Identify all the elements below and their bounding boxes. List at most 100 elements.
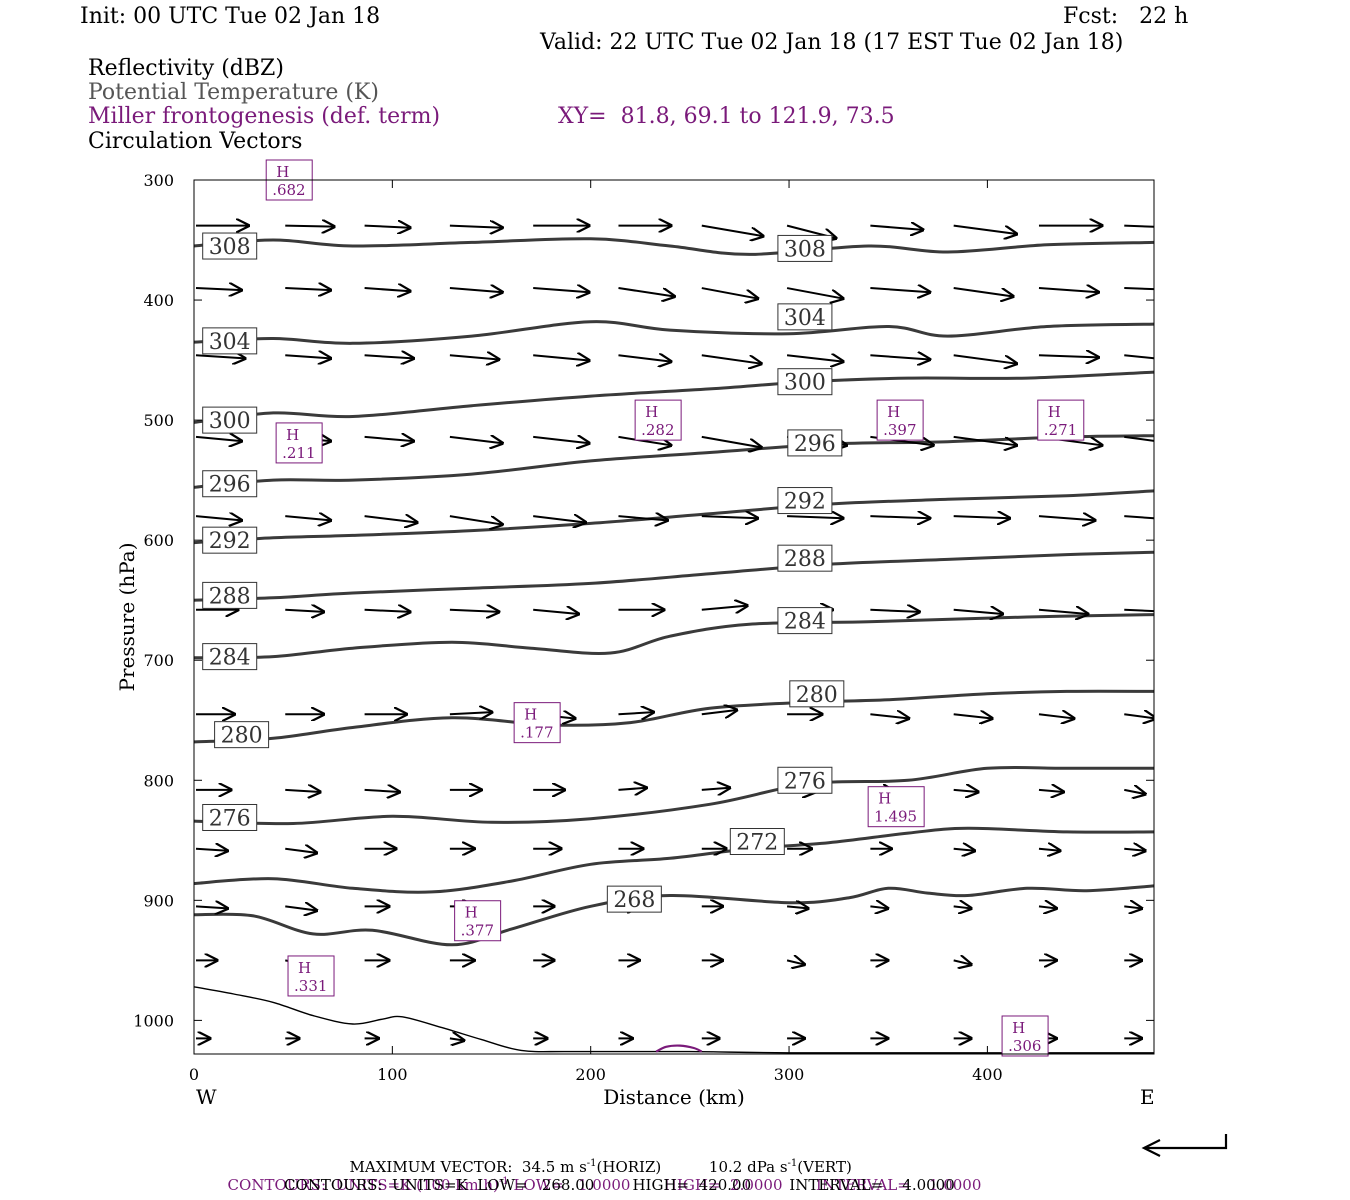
circulation-vector bbox=[618, 287, 674, 296]
circulation-vector bbox=[1038, 849, 1060, 851]
circulation-vector bbox=[1124, 515, 1154, 520]
circulation-vector bbox=[1124, 608, 1154, 613]
circulation-vector bbox=[953, 224, 1017, 234]
fronto-max-label: H bbox=[465, 904, 478, 922]
fronto-max-label: H bbox=[1012, 1019, 1025, 1037]
svg-text:288: 288 bbox=[209, 584, 251, 609]
theta-label-296: 296 bbox=[202, 470, 258, 498]
fronto-max-value: .271 bbox=[1044, 421, 1077, 439]
fronto-max-value: .306 bbox=[1008, 1037, 1041, 1055]
circulation-vector bbox=[870, 288, 930, 292]
valid-time: Valid: 22 UTC Tue 02 Jan 18 (17 EST Tue … bbox=[540, 30, 1124, 55]
svg-text:300: 300 bbox=[784, 371, 826, 396]
svg-text:284: 284 bbox=[209, 646, 251, 671]
max-vector-text-3: (VERT) bbox=[797, 1158, 852, 1176]
theta-label-292: 292 bbox=[777, 487, 833, 515]
circulation-vector bbox=[701, 354, 762, 363]
circulation-vector bbox=[285, 790, 320, 792]
y-tick-label: 700 bbox=[143, 651, 174, 670]
init-time: Init: 00 UTC Tue 02 Jan 18 bbox=[80, 4, 381, 29]
theta-label-272: 272 bbox=[729, 828, 785, 856]
circulation-vector bbox=[364, 610, 411, 612]
fronto-max-value: .282 bbox=[641, 421, 674, 439]
max-vector-text: MAXIMUM VECTOR: 34.5 m s bbox=[349, 1158, 587, 1176]
circulation-vector bbox=[618, 788, 646, 790]
fronto-contour bbox=[655, 1044, 703, 1053]
max-vector-text-2: (HORIZ) 10.2 dPa s bbox=[596, 1158, 788, 1176]
circulation-vector bbox=[786, 355, 843, 361]
circulation-vector bbox=[1038, 790, 1064, 792]
circulation-vector bbox=[1124, 714, 1154, 718]
circulation-vector bbox=[1124, 906, 1142, 908]
circulation-vector bbox=[449, 226, 503, 228]
y-tick-label: 400 bbox=[143, 291, 174, 310]
circulation-vector bbox=[364, 355, 414, 358]
svg-text:268: 268 bbox=[613, 888, 655, 913]
circulation-vector bbox=[449, 437, 503, 443]
circulation-vector bbox=[701, 224, 763, 237]
circulation-vector bbox=[870, 714, 909, 718]
svg-text:304: 304 bbox=[784, 306, 826, 331]
theta-contour-308 bbox=[194, 237, 1154, 256]
fronto-max-value: .377 bbox=[461, 922, 494, 940]
theta-contour-288 bbox=[194, 550, 1154, 602]
svg-text:276: 276 bbox=[784, 769, 826, 794]
circulation-vector bbox=[701, 435, 762, 448]
circulation-vector bbox=[449, 1038, 464, 1040]
fronto-max-label: H bbox=[1048, 403, 1061, 421]
x-tick-label: 300 bbox=[774, 1065, 805, 1084]
circulation-vector bbox=[364, 790, 400, 792]
theta-label-304: 304 bbox=[202, 327, 258, 355]
circulation-vector bbox=[701, 788, 730, 790]
theta-label-284: 284 bbox=[777, 607, 833, 635]
circulation-vector bbox=[449, 515, 503, 524]
theta-contour-284 bbox=[194, 613, 1154, 660]
field-theta: Potential Temperature (K) bbox=[88, 80, 379, 105]
cross-section-endpoints: XY= 81.8, 69.1 to 121.9, 73.5 bbox=[558, 104, 895, 129]
x-axis-label: Distance (km) bbox=[603, 1085, 745, 1109]
fronto-max-value: .331 bbox=[294, 977, 327, 995]
y-tick-label: 500 bbox=[143, 411, 174, 430]
y-tick-label: 1000 bbox=[133, 1011, 174, 1030]
theta-contour-276 bbox=[194, 765, 1154, 826]
circulation-vector bbox=[701, 710, 737, 714]
theta-contour-280 bbox=[194, 689, 1154, 744]
fronto-contour-info: CONTOURS: UNITS=K (100 km h)-1 LOW= 1.00… bbox=[227, 1176, 982, 1194]
circulation-vector bbox=[285, 610, 324, 612]
svg-text:304: 304 bbox=[209, 330, 251, 355]
svg-text:296: 296 bbox=[209, 473, 251, 498]
theta-label-308: 308 bbox=[777, 234, 833, 262]
circulation-vector bbox=[1038, 355, 1099, 357]
circulation-vector bbox=[285, 516, 331, 520]
fronto-max-marker: H.271 bbox=[1037, 399, 1085, 441]
circulation-vector bbox=[195, 437, 242, 441]
circulation-vector bbox=[787, 516, 843, 518]
circulation-vector bbox=[1038, 906, 1057, 908]
svg-text:308: 308 bbox=[209, 235, 251, 260]
circulation-vector bbox=[618, 712, 653, 714]
circulation-vector bbox=[1124, 224, 1154, 228]
circulation-vector bbox=[533, 437, 589, 443]
circulation-vector bbox=[870, 226, 923, 230]
forecast-hour: Fcst: 22 h bbox=[1063, 4, 1189, 29]
circulation-vector bbox=[1124, 354, 1154, 360]
fronto-contour-info-a: CONTOURS: UNITS=K (100 km h) bbox=[227, 1176, 499, 1194]
circulation-vector bbox=[953, 516, 1010, 518]
fronto-max-marker: H.177 bbox=[513, 702, 561, 744]
circulation-vector bbox=[953, 906, 972, 908]
circulation-vector bbox=[1038, 516, 1095, 520]
circulation-vector bbox=[364, 516, 418, 522]
fronto-max-marker: H.306 bbox=[1001, 1015, 1049, 1057]
circulation-vector bbox=[364, 226, 411, 228]
svg-text:288: 288 bbox=[784, 547, 826, 572]
x-tick-label: 200 bbox=[575, 1065, 606, 1084]
theta-label-288: 288 bbox=[777, 544, 833, 572]
circulation-vector bbox=[533, 610, 579, 614]
circulation-vector bbox=[870, 516, 930, 518]
theta-label-296: 296 bbox=[787, 429, 843, 457]
svg-text:280: 280 bbox=[221, 724, 263, 749]
circulation-vector bbox=[870, 355, 930, 359]
terrain-line bbox=[194, 986, 1154, 1054]
circulation-vector bbox=[285, 288, 331, 290]
x-tick-label: 0 bbox=[189, 1065, 199, 1084]
